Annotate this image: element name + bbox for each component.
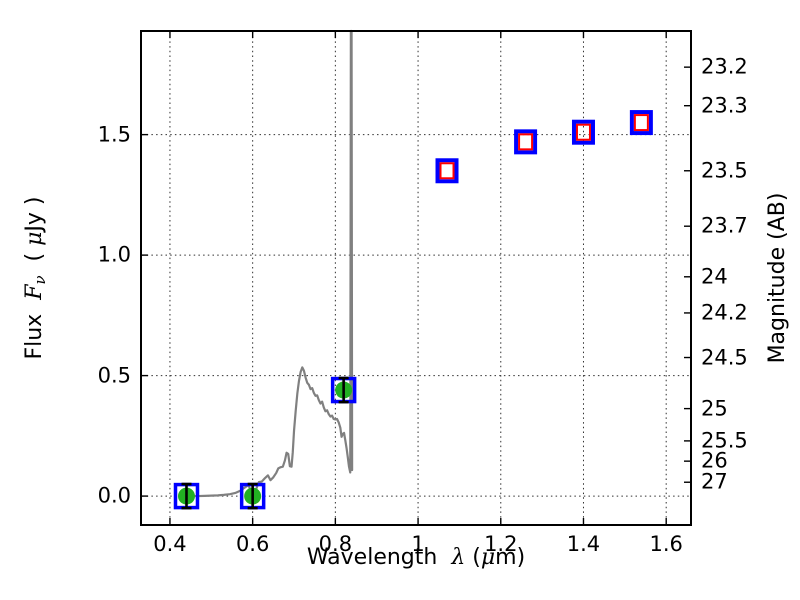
y-axis-title: Flux Fν ( μJy ): [21, 196, 50, 360]
y2-tick-label: 23.7: [701, 213, 748, 238]
y2-tick-label: 25.5: [701, 428, 748, 453]
y-axis-right-ticks: [684, 66, 691, 483]
x-axis-ticks: [169, 31, 667, 525]
detection-markers: [435, 110, 653, 184]
plot-frame: [140, 30, 692, 526]
limit-marker: [330, 376, 357, 404]
x-tick-label: 0.4: [153, 532, 187, 556]
x-tick-label: 1: [411, 532, 425, 556]
y-axis-left-ticks: [141, 133, 148, 497]
detection-marker: [435, 158, 459, 184]
y2-tick-label: 23.5: [701, 158, 748, 183]
limit-markers: [173, 376, 357, 510]
y-tick-label: 0.5: [97, 363, 131, 388]
vertical-gridlines: [169, 32, 667, 524]
y2-tick-label: 23.2: [701, 54, 748, 79]
x-tick-label: 0.8: [318, 532, 353, 556]
y2-tick-label: 24.2: [701, 300, 748, 325]
detection-marker: [629, 110, 653, 136]
x-tick-label: 1.6: [649, 532, 683, 556]
y-axis-secondary-title: Magnitude (AB): [765, 192, 790, 364]
y2-tick-label: 24.5: [701, 345, 748, 370]
y-tick-label: 1.5: [97, 122, 131, 147]
x-tick-label: 0.6: [235, 532, 270, 556]
y2-tick-label: 27: [701, 469, 728, 494]
y2-tick-label: 26: [701, 448, 728, 473]
plot-area-background: [141, 31, 691, 525]
x-axis-title: Wavelength λ (μm): [306, 545, 526, 570]
limit-marker: [173, 482, 200, 510]
x-tick-label: 1.4: [566, 532, 601, 556]
y2-tick-label: 23.3: [701, 93, 748, 118]
horizontal-gridlines: [142, 134, 690, 497]
detection-marker: [514, 129, 538, 155]
detection-marker: [571, 119, 595, 145]
y2-tick-label: 24: [701, 264, 728, 289]
y2-tick-label: 25: [701, 396, 728, 421]
y-tick-label: 0.0: [97, 483, 131, 508]
x-tick-label: 1.2: [484, 532, 518, 556]
limit-marker: [239, 482, 266, 510]
y-tick-label: 1.0: [97, 242, 131, 267]
